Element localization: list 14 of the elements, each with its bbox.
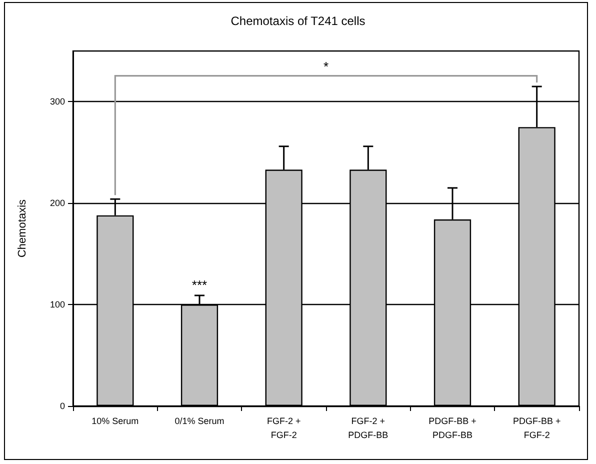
x-tick-label: 10% Serum (92, 416, 139, 426)
chart-title: Chemotaxis of T241 cells (230, 14, 366, 28)
x-tick-label: PDGF-BB + PDGF-BB (428, 416, 476, 440)
x-tick-label: FGF-2 + FGF-2 (266, 416, 301, 440)
y-tick-label: 200 (50, 198, 65, 208)
annotation: *** (192, 277, 208, 292)
x-tick-label: 0/1% Serum (174, 416, 224, 426)
y-tick-label: 0 (60, 401, 65, 411)
annotation: * (323, 58, 329, 74)
y-axis-title: Chemotaxis (16, 198, 28, 258)
x-tick-label: PDGF-BB + FGF-2 (512, 416, 561, 440)
x-tick-label: FGF-2 + PDGF-BB (348, 416, 388, 440)
y-tick-label: 100 (50, 300, 65, 310)
y-tick-label: 300 (50, 96, 65, 107)
